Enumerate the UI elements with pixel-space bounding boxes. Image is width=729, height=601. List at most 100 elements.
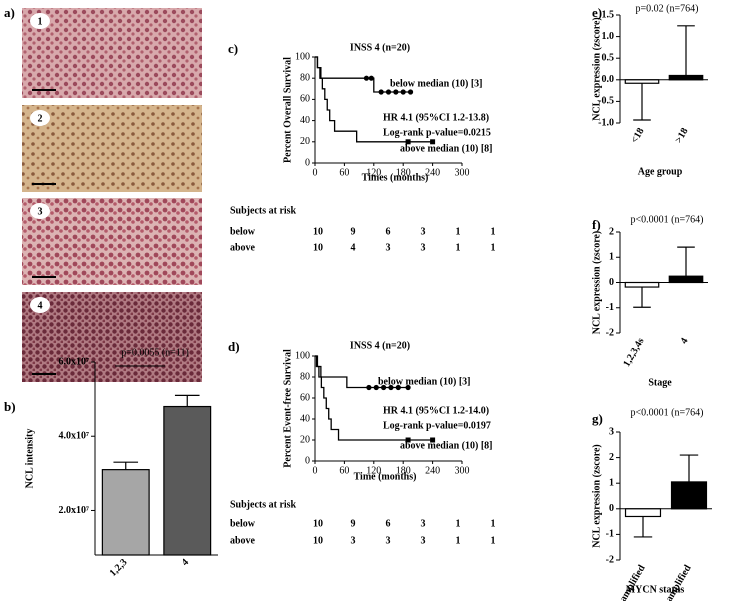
- x-tick-label: 240: [425, 465, 440, 476]
- x-tick-label: 0: [313, 465, 318, 476]
- panel-label: g): [592, 411, 603, 426]
- risk-count: 3: [386, 535, 391, 546]
- panel-label: b): [4, 399, 16, 414]
- y-axis-label: NCL expression (zscore): [591, 231, 602, 335]
- x-tick-label: 60: [339, 167, 349, 178]
- risk-count: 3: [421, 242, 426, 253]
- risk-count: 6: [386, 518, 391, 529]
- x-tick-label: 0: [313, 167, 318, 178]
- x-axis-label: Age group: [638, 166, 683, 177]
- censor-marker: [393, 89, 399, 95]
- y-tick-label: -1: [606, 529, 614, 540]
- x-tick-label: 180: [396, 167, 411, 178]
- risk-table-title: Subjects at risk: [230, 205, 297, 216]
- annotation: p=0.02 (n=764): [636, 3, 699, 14]
- annotation: p=0.0055 (n=11): [121, 347, 189, 358]
- x-axis-label: Time (months): [354, 471, 417, 482]
- risk-row-label: below: [230, 226, 256, 237]
- y-tick-label: 60: [300, 392, 310, 403]
- x-tick-label: 1,2,3: [108, 557, 130, 579]
- y-tick-label: 0.0: [602, 74, 615, 85]
- bar: [624, 508, 662, 518]
- y-tick-label: 60: [300, 94, 310, 105]
- bar: [670, 481, 708, 510]
- censor-marker: [405, 437, 411, 443]
- y-tick-label: 40: [300, 413, 310, 424]
- y-tick-label: 2.0x10⁷: [59, 505, 90, 516]
- x-tick-label: 300: [455, 465, 470, 476]
- censor-marker: [368, 75, 374, 81]
- y-tick-label: -2: [606, 554, 614, 565]
- panel-label: f): [592, 217, 601, 232]
- image-number: 4: [38, 300, 43, 311]
- survival-curve: [315, 355, 433, 441]
- y-tick-label: 1: [609, 252, 614, 263]
- image-number: 2: [38, 113, 43, 124]
- x-tick-label: 4: [679, 336, 691, 346]
- censor-marker: [378, 89, 384, 95]
- censor-marker: [363, 75, 370, 81]
- x-tick-label: 4: [180, 557, 191, 568]
- x-tick-label: <18: [629, 126, 646, 145]
- annotation: p<0.0001 (n=764): [631, 407, 704, 418]
- censor-marker: [405, 139, 411, 145]
- censor-marker: [385, 89, 392, 95]
- y-axis-label: Percent Overall Survival: [282, 57, 293, 163]
- censor-marker: [400, 89, 406, 95]
- y-tick-label: 1.5: [602, 9, 615, 20]
- bar: [624, 79, 660, 84]
- p-value: Log-rank p-value=0.0215: [383, 127, 491, 138]
- censor-marker: [366, 384, 372, 391]
- chart-title: INSS 4 (n=20): [350, 42, 410, 53]
- censor-marker: [373, 384, 379, 391]
- y-axis-label: NCL expression (zscore): [591, 444, 602, 548]
- censor-marker: [407, 89, 414, 95]
- y-tick-label: 0: [609, 277, 614, 288]
- image-badge: [30, 297, 50, 313]
- y-axis-label: Percent Event-free Survival: [282, 349, 293, 468]
- panel-label: a): [4, 5, 15, 20]
- x-tick-label: 300: [455, 167, 470, 178]
- y-tick-label: 80: [300, 371, 310, 382]
- risk-count: 3: [351, 535, 356, 546]
- image-badge: [30, 110, 50, 126]
- risk-count: 3: [421, 518, 426, 529]
- histology-image: [22, 198, 202, 285]
- risk-count: 3: [386, 242, 391, 253]
- x-tick-label: 60: [339, 465, 349, 476]
- y-tick-label: 1.0: [602, 31, 615, 42]
- curve-label: above median (10) [8]: [400, 143, 493, 154]
- bar: [163, 405, 212, 556]
- x-tick-label: 120: [366, 465, 381, 476]
- y-tick-label: -0.5: [598, 96, 614, 107]
- hazard-ratio: HR 4.1 (95%CI 1.2-13.8): [383, 112, 489, 123]
- bar: [668, 275, 704, 284]
- x-axis-label: Times (months): [362, 172, 429, 183]
- hazard-ratio: HR 4.1 (95%CI 1.2-14.0): [383, 405, 489, 416]
- y-tick-label: 2: [609, 452, 614, 463]
- risk-table-title: Subjects at risk: [230, 499, 297, 510]
- x-tick-label: 120: [366, 167, 381, 178]
- panel-label: d): [228, 339, 240, 354]
- y-tick-label: 20: [300, 434, 310, 445]
- image-number: 3: [38, 206, 43, 217]
- y-tick-label: 2: [609, 226, 614, 237]
- y-tick-label: -1: [606, 302, 614, 313]
- y-axis-label: NCL expression (zscore): [591, 17, 602, 121]
- y-tick-label: 0: [305, 455, 310, 466]
- risk-count: 6: [386, 226, 391, 237]
- x-tick-label: >18: [673, 126, 690, 145]
- censor-marker: [430, 139, 436, 145]
- y-tick-label: -2: [606, 327, 614, 338]
- y-tick-label: 6.0x10⁷: [59, 356, 90, 367]
- y-tick-label: 40: [300, 115, 310, 126]
- y-axis-label: NCL intensity: [24, 429, 35, 489]
- survival-curve: [315, 56, 433, 143]
- risk-count: 4: [351, 242, 356, 253]
- bar: [668, 74, 704, 81]
- x-tick-label: 180: [396, 465, 411, 476]
- bar: [624, 281, 660, 288]
- risk-count: 10: [313, 242, 323, 253]
- risk-count: 1: [491, 226, 496, 237]
- curve-label: below median (10) [3]: [378, 376, 471, 387]
